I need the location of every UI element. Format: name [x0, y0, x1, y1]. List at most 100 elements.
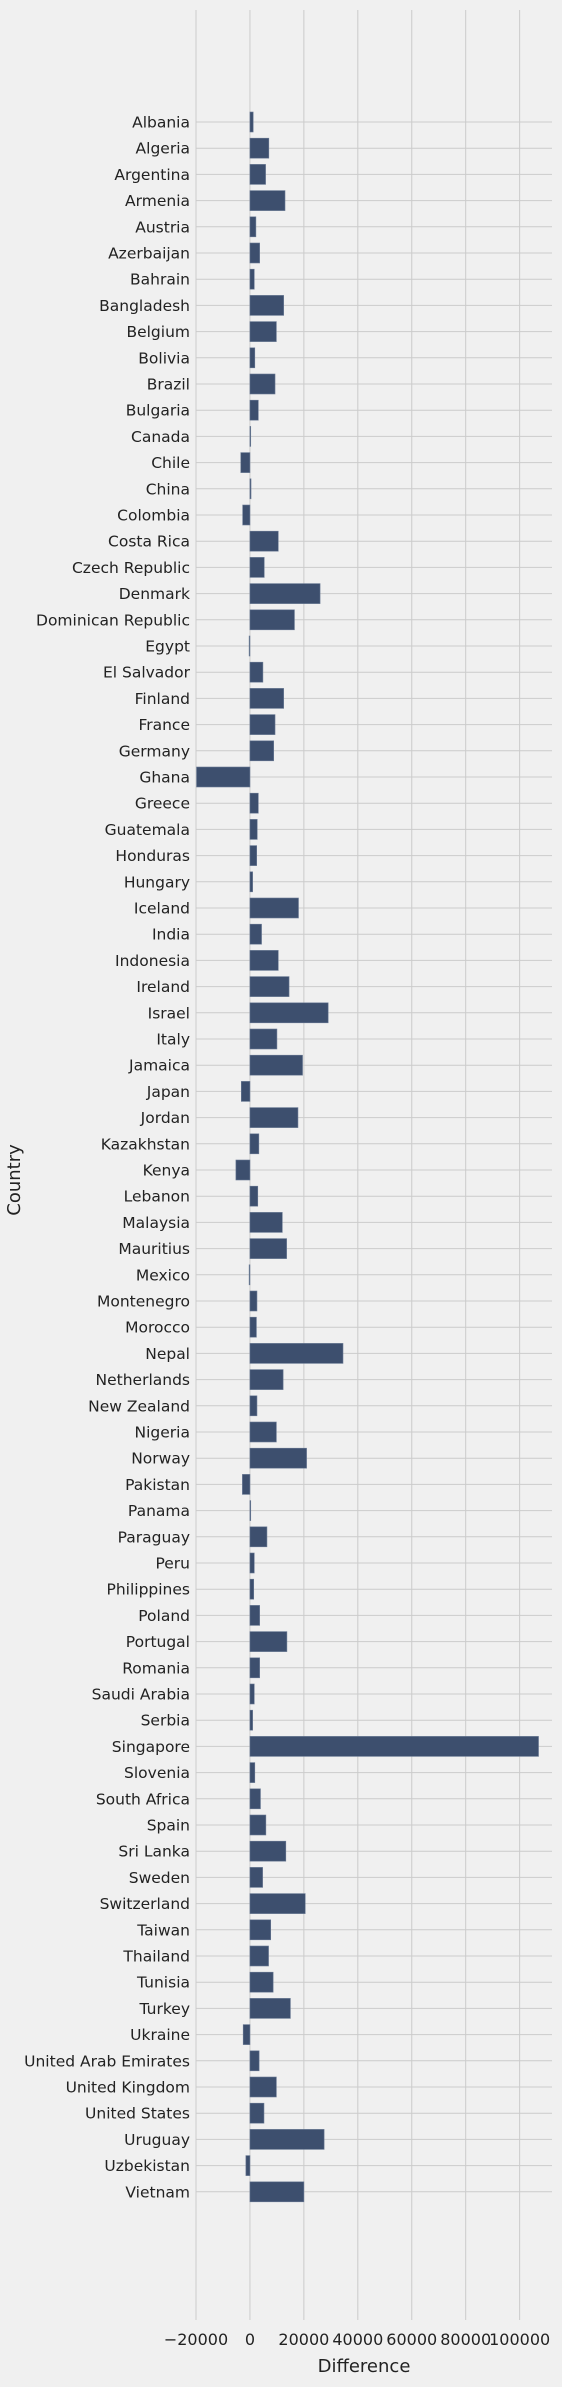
bar-iceland — [249, 897, 299, 919]
x-tick-label: 100000 — [489, 2330, 550, 2349]
y-tick-label: Lebanon — [124, 1188, 190, 1206]
bar-tunisia — [249, 1971, 274, 1993]
bar-honduras — [249, 845, 257, 866]
bar-norway — [249, 1447, 307, 1469]
bar-peru — [249, 1552, 255, 1574]
y-tick-label: Hungary — [124, 873, 190, 891]
bar-ireland — [249, 976, 290, 997]
bar-united-states — [249, 2102, 265, 2124]
y-tick-label: Ireland — [136, 978, 190, 996]
bar-kazakhstan — [249, 1133, 260, 1155]
bar-kenya — [235, 1159, 251, 1181]
bar-saudi-arabia — [249, 1683, 255, 1705]
y-tick-label: Jamaica — [128, 1057, 190, 1075]
bar-pakistan — [242, 1474, 251, 1495]
y-tick-label: El Salvador — [103, 664, 191, 682]
bar-philippines — [249, 1578, 255, 1600]
y-tick-label: Montenegro — [97, 1293, 190, 1311]
y-tick-label: United Arab Emirates — [24, 2052, 190, 2070]
y-tick-label: Panama — [128, 1502, 190, 1520]
bar-czech-republic — [249, 557, 265, 578]
y-tick-label: Uruguay — [124, 2131, 190, 2149]
bar-austria — [249, 216, 257, 238]
y-tick-label: Argentina — [114, 166, 190, 184]
bar-greece — [249, 792, 259, 814]
bar-singapore — [249, 1736, 539, 1757]
x-axis-label: Difference — [318, 2356, 411, 2377]
bars — [196, 111, 539, 2203]
bar-romania — [249, 1657, 260, 1679]
bar-panama — [249, 1500, 252, 1521]
y-tick-labels: Albania Algeria Argentina Armenia Austria Aze… — [24, 114, 190, 2202]
bar-jordan — [249, 1107, 299, 1128]
y-tick-label: Spain — [147, 1817, 190, 1835]
bar-guatemala — [249, 819, 258, 840]
y-tick-label: Germany — [119, 742, 190, 760]
bar-poland — [249, 1605, 260, 1626]
y-tick-label: Switzerland — [100, 1895, 190, 1913]
y-tick-label: Malaysia — [122, 1214, 190, 1232]
bar-bolivia — [249, 347, 256, 369]
y-tick-label: Bangladesh — [99, 297, 190, 315]
y-tick-label: United States — [85, 2105, 190, 2123]
y-tick-label: Turkey — [139, 2000, 190, 2018]
x-tick-label: 40000 — [332, 2330, 383, 2349]
y-tick-label: Azerbaijan — [108, 245, 190, 263]
y-tick-label: Israel — [148, 1004, 190, 1022]
y-tick-label: Italy — [156, 1031, 190, 1049]
bar-paraguay — [249, 1526, 268, 1548]
y-tick-label: Portugal — [126, 1633, 190, 1651]
y-tick-label: France — [138, 716, 190, 734]
y-tick-label: Ghana — [139, 769, 190, 787]
bar-south-africa — [249, 1788, 261, 1810]
y-tick-label: Japan — [146, 1083, 190, 1101]
bar-sri-lanka — [249, 1840, 287, 1862]
y-tick-label: Costa Rica — [108, 533, 190, 551]
bar-germany — [249, 740, 274, 762]
bar-jamaica — [249, 1054, 303, 1076]
bar-ukraine — [242, 2024, 251, 2045]
y-tick-label: Singapore — [112, 1738, 190, 1756]
y-tick-label: Armenia — [125, 192, 190, 210]
y-tick-label: Pakistan — [125, 1476, 190, 1494]
bar-serbia — [249, 1709, 253, 1731]
y-tick-label: Nigeria — [135, 1424, 190, 1442]
bar-hungary — [249, 871, 253, 893]
y-tick-label: Ukraine — [130, 2026, 190, 2044]
bar-japan — [241, 1081, 251, 1102]
y-tick-label: Finland — [135, 690, 190, 708]
y-tick-label: Morocco — [125, 1319, 190, 1337]
y-tick-label: Egypt — [145, 638, 190, 656]
bar-dominican-republic — [249, 609, 295, 631]
y-tick-label: Paraguay — [118, 1528, 190, 1546]
y-tick-label: Iceland — [134, 900, 190, 918]
bar-bangladesh — [249, 295, 284, 316]
y-tick-label: Serbia — [141, 1712, 190, 1730]
y-tick-label: Brazil — [147, 376, 190, 394]
x-tick-label: 60000 — [386, 2330, 437, 2349]
y-tick-label: Philippines — [106, 1581, 190, 1599]
bar-costa-rica — [249, 530, 279, 552]
x-tick-label: −20000 — [164, 2330, 228, 2349]
y-tick-label: Sri Lanka — [118, 1843, 190, 1861]
bar-thailand — [249, 1945, 269, 1967]
y-tick-label: Czech Republic — [72, 559, 190, 577]
bar-lebanon — [249, 1185, 259, 1207]
bar-malaysia — [249, 1212, 283, 1233]
bar-uruguay — [249, 2129, 325, 2150]
y-tick-label: India — [152, 926, 190, 944]
y-tick-label: New Zealand — [88, 1397, 190, 1415]
y-tick-label: Taiwan — [136, 1921, 190, 1939]
bar-united-arab-emirates — [249, 2050, 260, 2072]
bar-bulgaria — [249, 399, 259, 421]
x-tick-label: 80000 — [440, 2330, 491, 2349]
y-tick-label: Colombia — [117, 507, 190, 525]
bar-france — [249, 714, 276, 735]
y-tick-label: Slovenia — [124, 1764, 190, 1782]
y-tick-label: Bahrain — [130, 271, 190, 289]
bar-portugal — [249, 1631, 288, 1652]
y-tick-label: Greece — [135, 795, 190, 813]
x-tick-label: 0 — [245, 2330, 255, 2349]
y-tick-label: Bolivia — [138, 349, 190, 367]
